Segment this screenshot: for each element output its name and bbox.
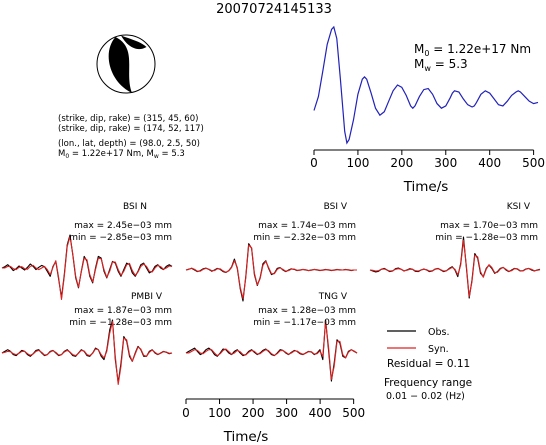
waveform-tick-label: 200 bbox=[242, 406, 265, 420]
stf-x-axis-label: Time/s bbox=[403, 179, 449, 195]
synthetic-trace bbox=[1, 321, 173, 385]
stf-annotation: M0 = 1.22e+17 Nm Mw = 5.3 bbox=[414, 42, 531, 73]
nodal-plane-1: (strike, dip, rake) = (315, 45, 60) bbox=[58, 114, 198, 124]
waveform-tick-label: 500 bbox=[342, 406, 365, 420]
waveform-tick-label: 400 bbox=[309, 406, 332, 420]
waveform-x-axis-label: Time/s bbox=[223, 429, 269, 445]
moment-magnitude-line: M0 = 1.22e+17 Nm, Mw = 5.3 bbox=[58, 149, 185, 160]
station-name: BSI V bbox=[324, 202, 348, 212]
station-name: KSI V bbox=[507, 202, 531, 212]
min-amplitude: min = −1.28e−03 mm bbox=[69, 318, 172, 328]
min-amplitude: min = −2.32e−03 mm bbox=[253, 233, 356, 243]
stf-tick-label: 0 bbox=[310, 156, 318, 170]
residual-value: Residual = 0.11 bbox=[387, 358, 470, 370]
observed-trace bbox=[1, 319, 173, 384]
waveform-time-axis: 0 100 200 300 400 500 Time/s bbox=[182, 398, 365, 445]
compressional-quadrant bbox=[108, 37, 132, 93]
svg-text:M0 = 1.22e+17 Nm: M0 = 1.22e+17 Nm bbox=[414, 42, 531, 58]
observed-trace bbox=[369, 236, 541, 299]
legend-syn-label: Syn. bbox=[428, 344, 449, 355]
min-amplitude: min = −1.28e−03 mm bbox=[435, 233, 538, 243]
waveform-tick-label: 300 bbox=[275, 406, 298, 420]
stf-tick-label: 200 bbox=[390, 156, 413, 170]
frequency-range-label: Frequency range bbox=[384, 377, 472, 389]
waveform-panels: BSI N max = 2.45e−03 mm min = −2.85e−03 mm… bbox=[1, 202, 541, 385]
waveform-tick-label: 0 bbox=[182, 406, 190, 420]
station-name: PMBI V bbox=[131, 292, 163, 302]
synthetic-trace bbox=[185, 244, 357, 300]
synthetic-trace bbox=[369, 239, 541, 297]
max-amplitude: max = 1.28e−03 mm bbox=[258, 306, 356, 316]
compressional-quadrant bbox=[121, 35, 147, 50]
stf-tick-label: 100 bbox=[346, 156, 369, 170]
svg-text:Mw = 5.3: Mw = 5.3 bbox=[414, 57, 468, 73]
waveform-tick-label: 100 bbox=[208, 406, 231, 420]
min-amplitude: min = −2.85e−03 mm bbox=[69, 233, 172, 243]
figure-title: 20070724145133 bbox=[216, 2, 332, 17]
stf-line bbox=[313, 25, 539, 145]
station-name: BSI N bbox=[123, 202, 147, 212]
source-time-function-plot: 0 100 200 300 400 500 Time/s bbox=[310, 25, 545, 195]
hypocenter-location: (lon., lat, depth) = (98.0, 2.5, 50) bbox=[58, 139, 200, 149]
nodal-plane-2: (strike, dip, rake) = (174, 52, 117) bbox=[58, 124, 204, 134]
stf-tick-label: 300 bbox=[434, 156, 457, 170]
synthetic-trace bbox=[186, 321, 358, 380]
max-amplitude: max = 1.87e−03 mm bbox=[74, 306, 172, 316]
focal-mechanism-beachball bbox=[96, 34, 156, 94]
observed-trace bbox=[185, 319, 358, 382]
waveform-panel: BSI V max = 1.74e−03 mm min = −2.32e−03 mm bbox=[185, 202, 357, 302]
stf-tick-label: 500 bbox=[522, 156, 545, 170]
waveform-panel: TNG V max = 1.28e−03 mm min = −1.17e−03 mm bbox=[185, 292, 358, 382]
min-amplitude: min = −1.17e−03 mm bbox=[253, 318, 356, 328]
waveform-panel: KSI V max = 1.70e−03 mm min = −1.28e−03 mm bbox=[369, 202, 541, 299]
legend: Obs. Syn. Residual = 0.11 Frequency rang… bbox=[384, 327, 472, 402]
legend-obs-label: Obs. bbox=[428, 327, 449, 338]
waveform-panel: PMBI V max = 1.87e−03 mm min = −1.28e−03 m… bbox=[1, 292, 173, 385]
station-name: TNG V bbox=[318, 292, 348, 302]
max-amplitude: max = 1.70e−03 mm bbox=[440, 221, 538, 231]
max-amplitude: max = 1.74e−03 mm bbox=[258, 221, 356, 231]
max-amplitude: max = 2.45e−03 mm bbox=[74, 221, 172, 231]
waveform-panel: BSI N max = 2.45e−03 mm min = −2.85e−03 mm bbox=[1, 202, 173, 300]
stf-tick-label: 400 bbox=[478, 156, 501, 170]
synthetic-trace bbox=[2, 236, 173, 300]
frequency-range-value: 0.01 − 0.02 (Hz) bbox=[386, 391, 465, 402]
mechanism-parameters: (strike, dip, rake) = (315, 45, 60) (str… bbox=[58, 114, 204, 160]
